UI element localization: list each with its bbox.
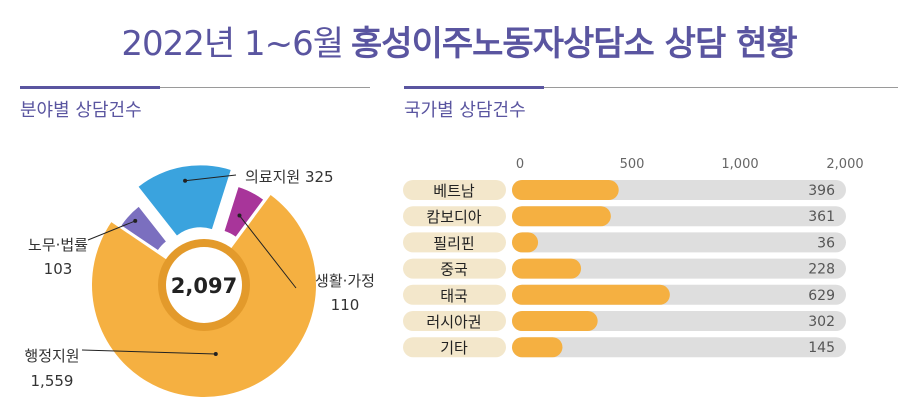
- category-label: 기타: [440, 339, 468, 357]
- pie-label-name-1: 행정지원: [24, 347, 79, 365]
- leader-dot-3: [183, 178, 188, 183]
- right-section-bar: [404, 86, 544, 89]
- pie-slice-2: [121, 206, 166, 251]
- bar-row: 기타 145: [403, 337, 846, 358]
- bar: [512, 180, 619, 200]
- bar-value-label: 629: [808, 288, 835, 304]
- bar-row: 중국 228: [403, 258, 846, 279]
- category-label-bg: [403, 337, 506, 358]
- category-label-bg: [403, 206, 506, 227]
- bar-value-label: 145: [808, 340, 835, 356]
- left-section-bar: [20, 86, 160, 89]
- pie-slice-4: [224, 187, 264, 237]
- pie-slice-1: [92, 194, 317, 397]
- leader-line-4: [239, 215, 297, 289]
- pie-label-value-2: 103: [44, 260, 73, 278]
- x-tick-label: 2,000: [826, 157, 863, 172]
- bar: [512, 258, 582, 279]
- bar-value-label: 302: [808, 314, 835, 330]
- leader-line-2: [87, 220, 136, 241]
- pie-label-name-2: 노무·법률: [28, 236, 88, 254]
- page-title: 2022년 1~6월 홍성이주노동자상담소 상담 현황: [0, 16, 918, 65]
- category-label: 러시아권: [426, 313, 481, 331]
- bar-row: 태국 629: [403, 284, 846, 305]
- pie-slice-3: [138, 165, 231, 236]
- bar-track: [512, 337, 846, 358]
- bar-value-label: 36: [817, 235, 835, 251]
- leader-dot-2: [133, 218, 138, 223]
- category-label: 캄보디아: [426, 208, 481, 226]
- x-tick-label: 1,000: [721, 157, 758, 172]
- pie-label-name-4: 생활·가정: [315, 272, 375, 290]
- pie-chart: 2,097 행정지원 1,559 노무·법률 103 의료지원 325 생활·가정 110: [24, 165, 375, 397]
- bar-row: 러시아권 302: [403, 311, 846, 331]
- category-label: 중국: [440, 261, 468, 279]
- bar-row: 필리핀 36: [403, 232, 846, 253]
- bar: [512, 337, 563, 358]
- right-section-label: 국가별 상담건수: [404, 100, 526, 121]
- leader-dot-4: [237, 213, 242, 218]
- bar-chart: 0 500 1,000 2,000 베트남 396 캄보디아 361 필리핀 36 중국 228 태국 6…: [403, 157, 864, 358]
- bar-track: [512, 258, 846, 279]
- donut-total-label: 2,097: [171, 274, 237, 298]
- left-section-label: 분야별 상담건수: [20, 100, 142, 121]
- category-label: 베트남: [433, 182, 475, 200]
- title-main: 홍성이주노동자상담소 상담 현황: [351, 24, 798, 64]
- bar-value-label: 361: [808, 209, 835, 225]
- right-section-line: [544, 87, 898, 88]
- category-label-bg: [403, 284, 506, 305]
- category-label-bg: [403, 258, 506, 279]
- category-label: 태국: [440, 287, 468, 305]
- bar: [512, 232, 539, 253]
- leader-line-3: [185, 174, 237, 182]
- bar: [512, 284, 670, 305]
- pie-label-3: 의료지원 325: [245, 168, 334, 186]
- category-label-bg: [403, 232, 506, 253]
- category-label-bg: [403, 311, 506, 331]
- bar-row: 캄보디아 361: [403, 206, 846, 227]
- pie-label-value-1: 1,559: [31, 372, 74, 390]
- bar-row: 베트남 396: [403, 180, 846, 200]
- category-label-bg: [403, 180, 506, 200]
- x-tick-label: 0: [516, 157, 524, 172]
- donut-center: [166, 247, 242, 323]
- title-period: 2022년 1~6월: [121, 24, 344, 64]
- left-section-line: [160, 87, 370, 88]
- leader-dot-1: [213, 352, 218, 357]
- bar: [512, 311, 598, 331]
- bar-value-label: 396: [808, 183, 835, 199]
- leader-line-1: [81, 349, 216, 355]
- bar-value-label: 228: [808, 262, 835, 278]
- bar-track: [512, 232, 846, 253]
- x-tick-label: 500: [620, 157, 645, 172]
- pie-label-value-4: 110: [331, 296, 360, 314]
- category-label: 필리핀: [433, 234, 474, 252]
- bar: [512, 206, 611, 227]
